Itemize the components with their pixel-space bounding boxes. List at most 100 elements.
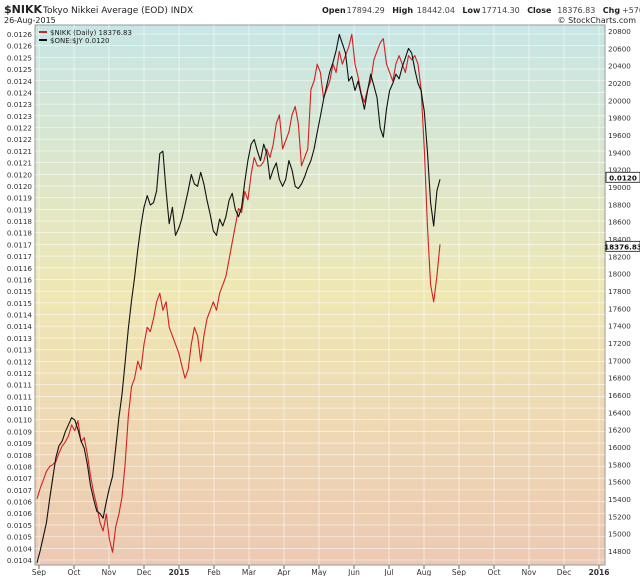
y-right-tick: 19800 <box>608 114 631 123</box>
y-right-tick: 15800 <box>608 460 631 469</box>
y-left-tick: 0.0122 <box>7 124 32 133</box>
y-left-tick: 0.0115 <box>7 287 32 296</box>
y-left-tick: 0.0111 <box>7 381 32 390</box>
x-tick-label: Oct <box>68 568 81 576</box>
jy-line <box>36 33 441 563</box>
x-tick-label: Oct <box>488 568 501 576</box>
last-value-jy-box <box>605 171 640 183</box>
y-right-tick: 15000 <box>608 530 631 539</box>
y-left-tick: 0.0117 <box>7 252 32 261</box>
left-axis: 0.0126 0.0126 0.0125 0.0125 0.0124 0.0124 0.01… <box>7 30 33 565</box>
y-right-tick: 14800 <box>608 547 631 556</box>
y-left-tick: 0.0112 <box>7 369 32 378</box>
y-left-tick: 0.0125 <box>7 53 32 62</box>
y-right-tick: 19600 <box>608 131 631 140</box>
x-axis: Sep Oct Nov Dec 2015 Feb Mar Apr May Jun Jul Aug Sep… <box>32 565 610 576</box>
y-right-tick: 17400 <box>608 322 631 331</box>
y-left-tick: 0.0108 <box>7 462 33 471</box>
x-tick-label: Mar <box>242 568 257 576</box>
last-value-nikk-box <box>605 240 640 252</box>
y-left-tick: 0.0105 <box>7 521 32 530</box>
ohlc-label-low: Low <box>462 6 481 15</box>
y-left-tick: 0.0121 <box>7 159 32 168</box>
last-value-nikk: 18376.83 <box>604 242 640 251</box>
y-right-tick: 17600 <box>608 304 631 313</box>
y-left-tick: 0.0112 <box>7 357 32 366</box>
x-tick-label: Sep <box>32 568 46 576</box>
y-left-tick: 0.0108 <box>7 451 33 460</box>
ohlc-row: Open 17894.29 High 18442.04 Low 17714.30 Close… <box>322 6 640 15</box>
x-tick-label: Dec <box>557 568 572 576</box>
y-left-tick: 0.0106 <box>7 498 33 507</box>
y-right-tick: 20200 <box>608 79 631 88</box>
y-right-tick: 17800 <box>608 287 631 296</box>
date-label: 26-Aug-2015 <box>4 16 56 25</box>
y-left-tick: 0.0118 <box>7 217 33 226</box>
y-right-tick: 17000 <box>608 356 631 365</box>
y-left-tick: 0.0124 <box>7 77 33 86</box>
ohlc-value-chg: +570.13 (+3.20%) <box>622 6 640 15</box>
ohlc-label-open: Open <box>322 6 346 15</box>
ohlc-label-chg: Chg <box>603 6 621 15</box>
ohlc-label-close: Close <box>527 6 552 15</box>
ohlc-label-high: High <box>392 6 413 15</box>
ohlc-value-low: 17714.30 <box>482 6 520 15</box>
y-right-tick: 19200 <box>608 166 631 175</box>
y-left-tick: 0.0109 <box>7 427 33 436</box>
y-left-tick: 0.0125 <box>7 65 32 74</box>
symbol: $NIKK <box>4 3 42 16</box>
y-left-tick: 0.0111 <box>7 392 32 401</box>
y-left-tick: 0.0120 <box>7 182 33 191</box>
y-right-tick: 20800 <box>608 27 631 36</box>
x-tick-label: Sep <box>452 568 466 576</box>
series-lines <box>36 33 441 563</box>
y-left-tick: 0.0114 <box>7 311 33 320</box>
y-right-tick: 19000 <box>608 183 631 192</box>
y-right-tick: 18000 <box>608 270 631 279</box>
y-left-tick: 0.0104 <box>7 556 33 565</box>
y-right-tick: 16600 <box>608 391 631 400</box>
y-right-tick: 17200 <box>608 339 631 348</box>
y-right-tick: 20600 <box>608 44 631 53</box>
y-right-tick: 19400 <box>608 148 631 157</box>
y-left-tick: 0.0122 <box>7 135 32 144</box>
nikk-line <box>36 33 441 553</box>
plot-area <box>34 24 606 566</box>
legend-entry: $NIKK (Daily) 18376.83 <box>50 29 132 37</box>
y-right-tick: 18800 <box>608 200 631 209</box>
y-right-tick: 18400 <box>608 235 631 244</box>
y-left-tick: 0.0110 <box>7 404 33 413</box>
y-right-tick: 16200 <box>608 426 631 435</box>
y-right-tick: 18600 <box>608 218 631 227</box>
right-axis: 20800 20600 20400 20200 20000 19800 19600 19400… <box>608 27 631 556</box>
y-left-tick: 0.0104 <box>7 544 33 553</box>
y-left-tick: 0.0115 <box>7 299 32 308</box>
index-name: Tokyo Nikkei Average (EOD) INDX <box>42 6 193 16</box>
y-left-tick: 0.0123 <box>7 112 32 121</box>
ohlc-value-high: 18442.04 <box>417 6 455 15</box>
x-tick-label: Jun <box>347 568 360 576</box>
y-right-tick: 15400 <box>608 495 631 504</box>
y-left-tick: 0.0117 <box>7 240 32 249</box>
last-value-tags: 0.0120 18376.83 <box>604 171 640 252</box>
y-left-tick: 0.0109 <box>7 439 33 448</box>
x-tick-label: Nov <box>522 568 537 576</box>
x-tick-label: May <box>311 568 327 576</box>
y-left-tick: 0.0120 <box>7 170 33 179</box>
y-right-tick: 16000 <box>608 443 631 452</box>
x-tick-label: 2016 <box>589 568 610 576</box>
y-right-tick: 18200 <box>608 252 631 261</box>
y-right-tick: 16800 <box>608 374 631 383</box>
y-right-tick: 15600 <box>608 478 631 487</box>
last-value-jy: 0.0120 <box>609 173 637 182</box>
watermark: © StockCharts.com <box>558 16 637 25</box>
legend-entry: $ONE:$JY 0.0120 <box>50 37 110 45</box>
y-left-tick: 0.0123 <box>7 100 32 109</box>
x-tick-label: Dec <box>137 568 152 576</box>
y-left-tick: 0.0105 <box>7 533 32 542</box>
grid <box>35 25 605 565</box>
y-right-tick: 20400 <box>608 62 631 71</box>
y-left-tick: 0.0119 <box>7 194 33 203</box>
y-left-tick: 0.0121 <box>7 147 32 156</box>
